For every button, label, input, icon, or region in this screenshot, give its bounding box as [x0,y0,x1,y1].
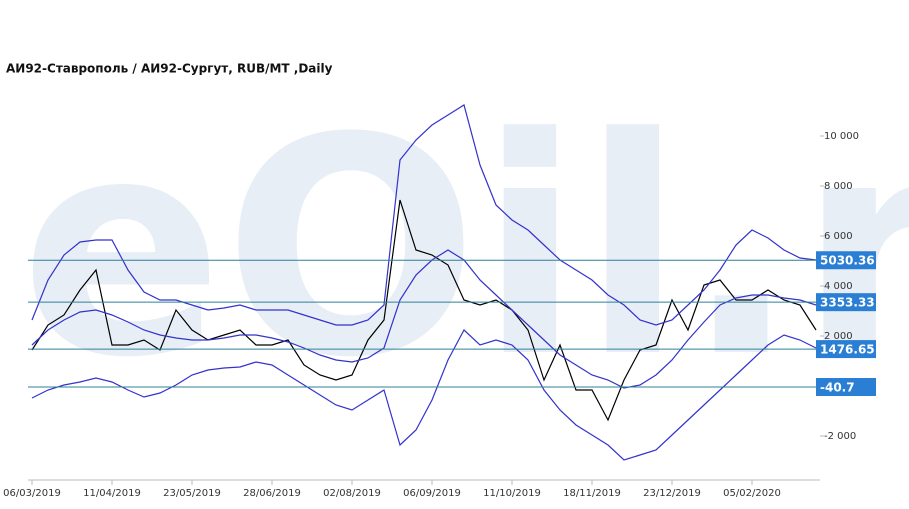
y-tick-label: -2 000 [824,431,856,442]
x-tick-label: 18/11/2019 [563,488,621,499]
x-tick-label: 23/12/2019 [643,488,701,499]
level-box [816,251,876,270]
x-tick-label: 11/10/2019 [483,488,541,499]
watermark: eOil.ru [20,74,909,423]
x-tick-label: 06/09/2019 [403,488,461,499]
chart-title: АИ92-Ставрополь / АИ92-Сургут, RUB/MT ,D… [6,62,333,76]
y-tick-label: 6 000 [824,231,853,242]
price-line [31,199,817,422]
y-tick-label: 8 000 [824,181,853,192]
level-label: -40.7 [820,381,855,395]
y-tick-label: 2 000 [824,331,853,342]
level-label: 3353.33 [820,296,875,310]
y-tick-label: 4 000 [824,281,853,292]
x-tick-label: 28/06/2019 [243,488,301,499]
level-label: 5030.36 [820,254,875,268]
band-line [31,104,817,326]
band-line [31,329,817,461]
y-tick-label: 10 000 [824,131,859,142]
x-tick-label: 11/04/2019 [83,488,141,499]
x-tick-label: 02/08/2019 [323,488,381,499]
x-tick-label: 23/05/2019 [163,488,221,499]
x-tick-label: 06/03/2019 [3,488,61,499]
level-box [816,378,876,397]
band-line [31,249,817,389]
level-box [816,340,876,359]
x-tick-label: 05/02/2020 [723,488,781,499]
level-label: 1476.65 [820,343,875,357]
level-box [816,293,876,312]
